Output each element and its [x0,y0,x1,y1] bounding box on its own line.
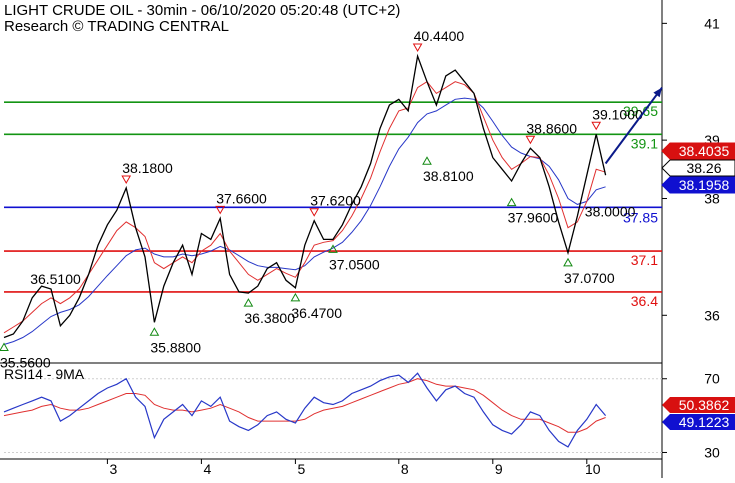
forecast-arrow [604,86,663,165]
low-annotation: 36.3800 [244,310,295,326]
slow-ma-line [3,97,606,345]
price-badge-fast [661,142,735,160]
y-tick-label: 38 [704,191,720,207]
rsi-line [3,372,607,448]
rsi-ma-line [3,378,606,433]
support-level-label: 36.4 [631,293,658,309]
high-marker [591,121,602,131]
low-annotation: 36.4700 [291,305,342,321]
x-tick-label: 10 [585,461,601,477]
y-tick-label: 36 [704,307,720,323]
resistance-level-label: 39.1 [631,135,658,151]
high-marker [121,175,132,185]
low-annotation: 35.5600 [0,354,51,370]
price-badge-label: 38.26 [686,160,721,176]
price-badge-last [661,159,735,177]
high-annotation: 37.6600 [216,190,267,206]
x-tick-label: 3 [110,461,118,477]
low-marker [290,292,301,302]
low-marker [149,327,160,336]
price-annotation: 36.5100 [30,271,81,287]
price-badge-label: 38.4035 [679,143,730,159]
high-marker [412,43,423,53]
rsi-badge-ma [662,397,735,413]
low-annotation: 38.8100 [423,168,474,184]
low-annotation: 37.9600 [508,210,559,226]
low-annotation: 35.8800 [150,339,201,355]
rsi-y-tick-label: 30 [704,444,720,460]
x-tick-label: 5 [298,461,306,477]
price-annotation: 38.0000 [585,204,636,220]
low-marker [563,257,573,267]
low-marker [0,342,9,351]
chart-subtitle: Research © TRADING CENTRAL [4,18,229,35]
resistance-level-label: 39.65 [623,103,658,119]
chart-title: LIGHT CRUDE OIL - 30min - 06/10/2020 05:… [4,2,401,19]
high-annotation: 40.4400 [414,28,465,44]
rsi-badge-label: 49.1223 [679,414,730,430]
high-annotation: 38.8600 [526,120,577,136]
support-level-label: 37.1 [631,252,658,268]
y-tick-label: 41 [704,15,720,31]
x-tick-label: 9 [495,461,503,477]
price-badge-slow [661,176,735,194]
low-marker [243,298,254,307]
high-marker [525,135,536,145]
high-annotation: 39.1000 [592,106,643,122]
low-marker [422,156,432,165]
rsi-badge-label: 50.3862 [679,397,730,413]
low-marker [328,244,338,253]
price-badge-label: 38.1958 [679,177,730,193]
x-tick-label: 4 [204,461,212,477]
high-marker [309,208,320,217]
price-line [3,53,607,339]
fast-ma-line [3,81,606,334]
high-marker [215,205,226,215]
high-annotation: 38.1800 [122,160,173,176]
forecast-arrow-head [653,87,662,98]
rsi-title: RSI14 - 9MA [4,366,85,382]
x-tick-label: 8 [401,461,409,477]
low-annotation: 37.0500 [329,256,380,272]
low-marker [506,197,517,207]
pivot-level-label: 37.85 [623,209,658,225]
rsi-y-tick-label: 70 [704,371,720,387]
rsi-badge-rsi [662,414,735,430]
high-annotation: 37.6200 [310,193,361,209]
low-annotation: 37.0700 [564,270,615,286]
